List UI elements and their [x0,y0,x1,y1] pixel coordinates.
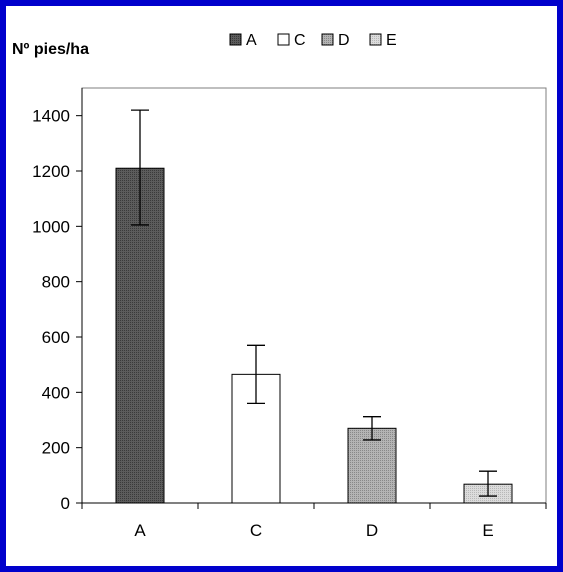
y-axis-label: Nº pies/ha [12,41,89,58]
x-tick-label: E [482,521,493,540]
legend-label: D [338,32,350,49]
x-tick-label: A [134,521,146,540]
bars [115,167,513,504]
y-tick-label: 800 [42,273,70,292]
x-tick-label: D [366,521,378,540]
legend-swatch-E [369,33,382,46]
legend-swatch-D [321,33,334,46]
error-bars [131,109,497,497]
legend-label: A [246,32,257,49]
y-tick-label: 0 [61,494,70,513]
y-tick-label: 400 [42,383,70,402]
y-tick-label: 1200 [32,162,70,181]
legend-label: C [294,32,306,49]
y-axis: 0 200 400 600 800 1000 1200 1400 [32,88,83,513]
y-tick-label: 1000 [32,217,70,236]
bar-D [347,427,397,504]
legend-label: E [386,32,397,49]
legend-swatch-C [277,33,290,46]
y-tick-label: 600 [42,328,70,347]
y-tick-label: 1400 [32,107,70,126]
legend-swatch-A [229,33,242,46]
x-tick-label: C [250,521,262,540]
y-tick-label: 200 [42,439,70,458]
